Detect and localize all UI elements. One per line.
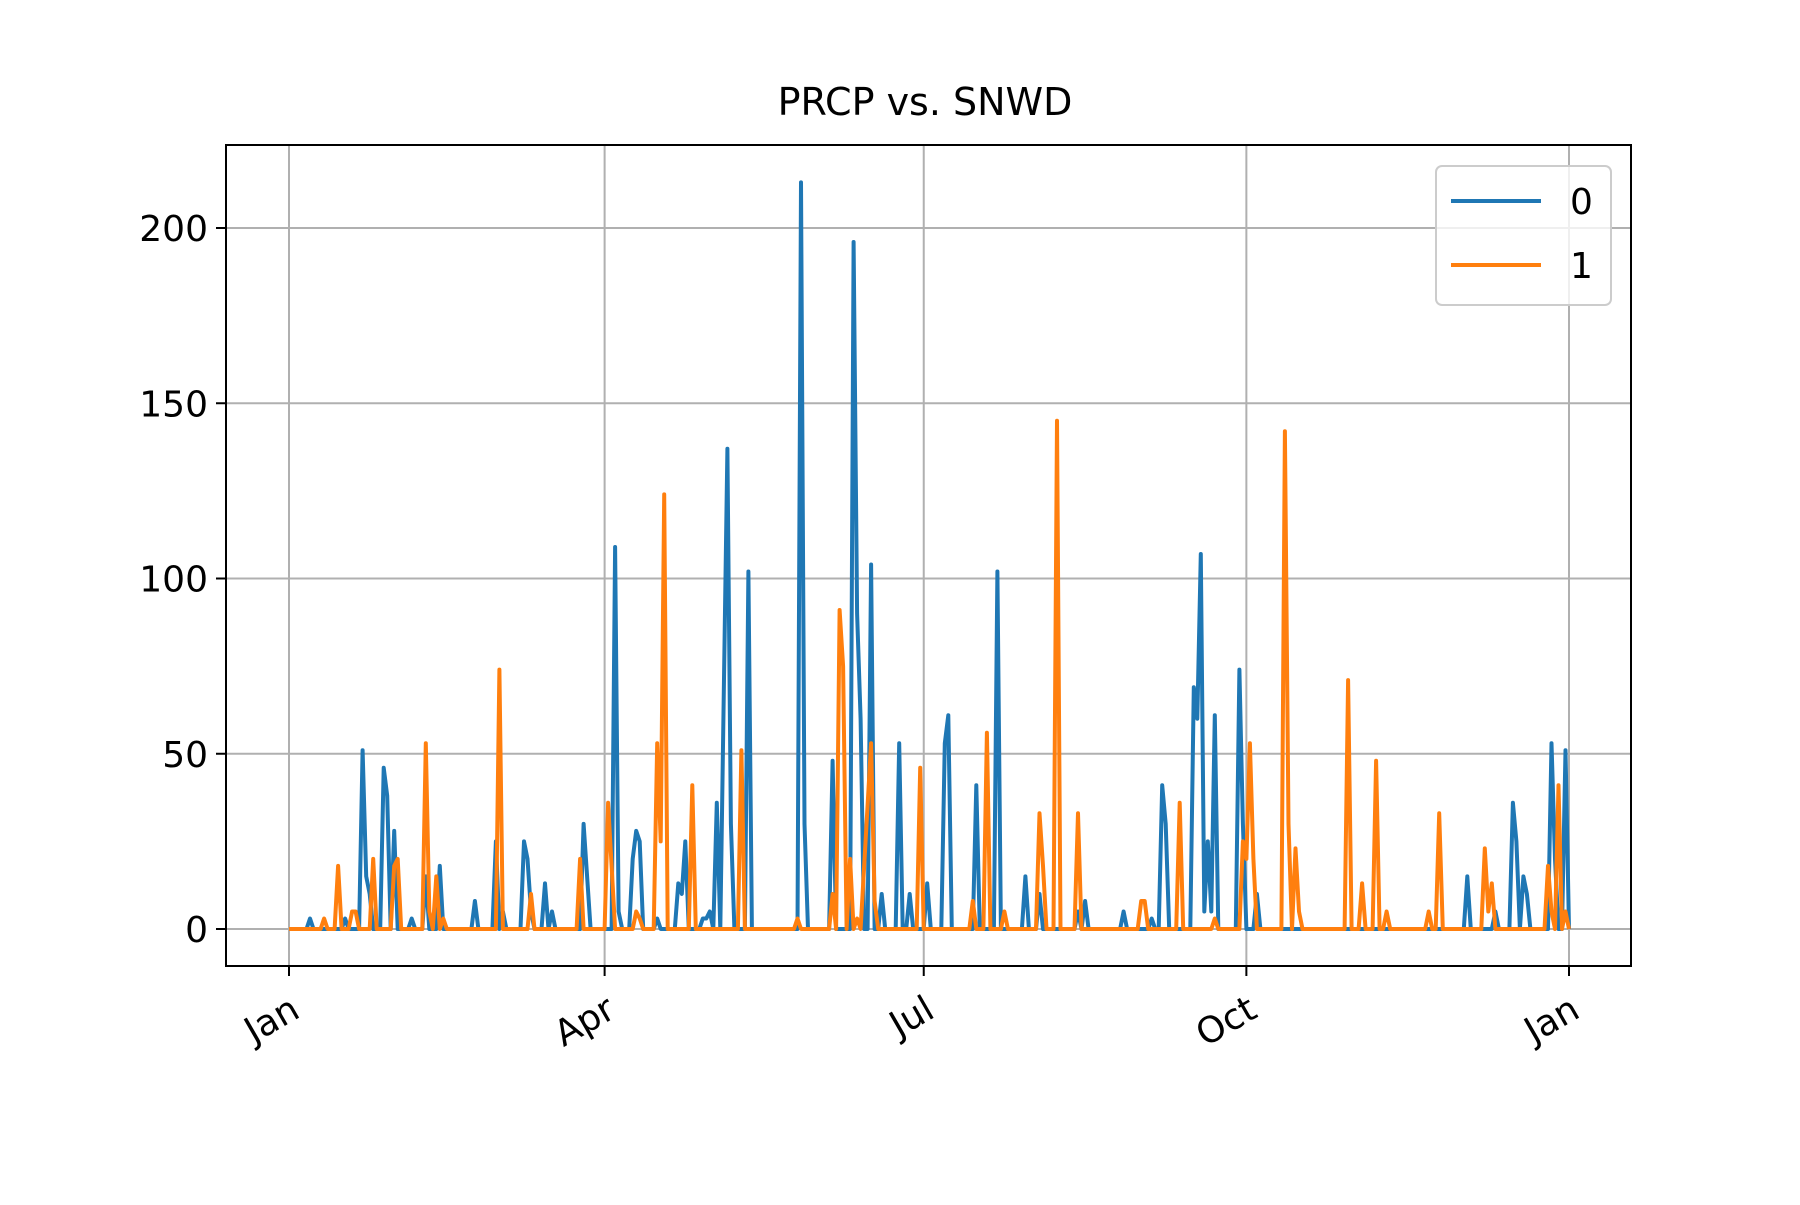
y-axis: 0 50 100 150 200 bbox=[139, 209, 226, 951]
legend: 01 bbox=[1435, 165, 1612, 306]
series-line-1 bbox=[289, 418, 1571, 931]
x-tick-label: Jan bbox=[1516, 988, 1586, 1052]
x-tick-label: Oct bbox=[1189, 988, 1263, 1055]
series-line-0 bbox=[289, 180, 1571, 931]
y-tick-label: 200 bbox=[139, 209, 208, 250]
x-tick-label: Jan bbox=[236, 988, 306, 1052]
y-tick-label: 0 bbox=[185, 910, 208, 951]
x-tick-label: Apr bbox=[547, 988, 622, 1055]
x-axis: Jan Apr Jul Oct Jan bbox=[236, 966, 1586, 1055]
plot-frame bbox=[225, 144, 1632, 967]
y-tick-label: 50 bbox=[162, 735, 208, 776]
x-tick-label: Jul bbox=[881, 988, 941, 1046]
legend-label: 1 bbox=[1570, 246, 1593, 287]
legend-label: 0 bbox=[1570, 182, 1593, 223]
y-tick-label: 100 bbox=[139, 560, 208, 601]
series-layer bbox=[289, 180, 1571, 931]
grid bbox=[226, 145, 1631, 966]
chart-title: PRCP vs. SNWD bbox=[778, 80, 1073, 124]
y-tick-label: 150 bbox=[139, 384, 208, 425]
